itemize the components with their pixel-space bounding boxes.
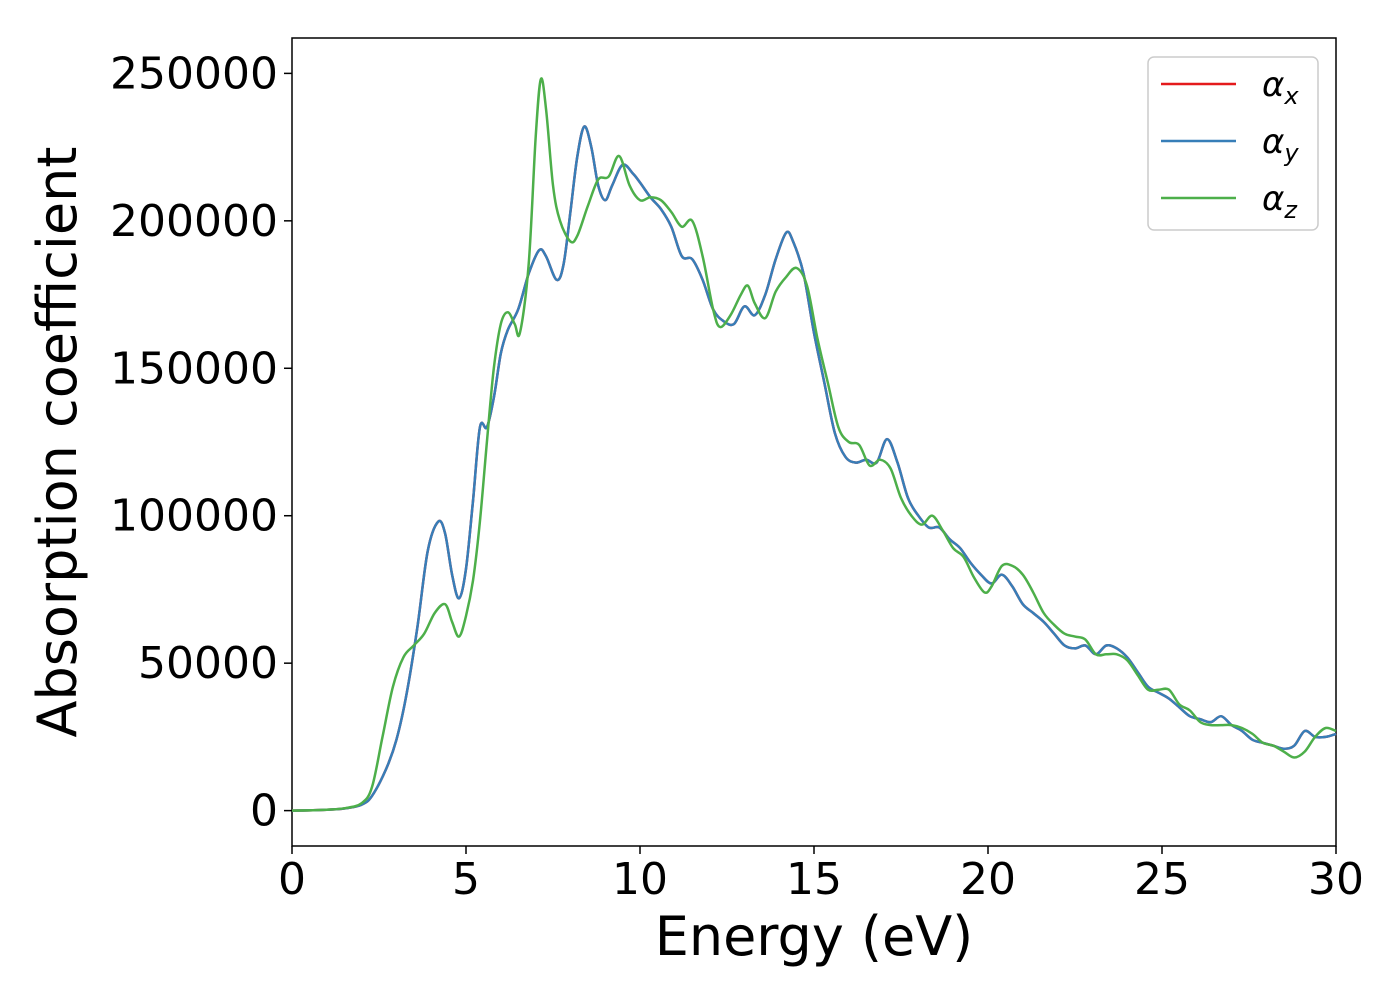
y-axis-ticks: 0 50000 100000 150000 200000 250000: [110, 48, 292, 837]
legend-label-z: αz: [1262, 179, 1298, 224]
y-tick-label: 0: [250, 786, 278, 837]
legend-frame: [1147, 56, 1319, 231]
series-line-y: [291, 125, 1337, 812]
y-tick-label: 250000: [110, 48, 278, 99]
y-axis-label: Absorption coefficient: [26, 147, 89, 738]
y-tick-label: 50000: [138, 638, 278, 689]
series-layer: [291, 77, 1337, 812]
x-tick-label: 0: [278, 854, 306, 905]
x-axis-label: Energy (eV): [655, 905, 974, 968]
x-tick-label: 30: [1308, 854, 1364, 905]
y-tick-label: 100000: [110, 491, 278, 542]
x-tick-label: 10: [612, 854, 668, 905]
y-tick-label: 150000: [110, 343, 278, 394]
legend: αx αy αz: [1147, 56, 1319, 231]
x-tick-label: 20: [960, 854, 1016, 905]
series-line-z: [291, 77, 1337, 812]
legend-label-x: αx: [1262, 65, 1299, 110]
x-axis-ticks: 0 5 10 15 20 25 30: [278, 846, 1364, 905]
legend-label-y: αy: [1262, 122, 1299, 167]
y-tick-label: 200000: [110, 196, 278, 247]
legend-items: αx αy αz: [1161, 65, 1299, 224]
x-tick-label: 5: [452, 854, 480, 905]
x-tick-label: 25: [1134, 854, 1190, 905]
x-tick-label: 15: [786, 854, 842, 905]
